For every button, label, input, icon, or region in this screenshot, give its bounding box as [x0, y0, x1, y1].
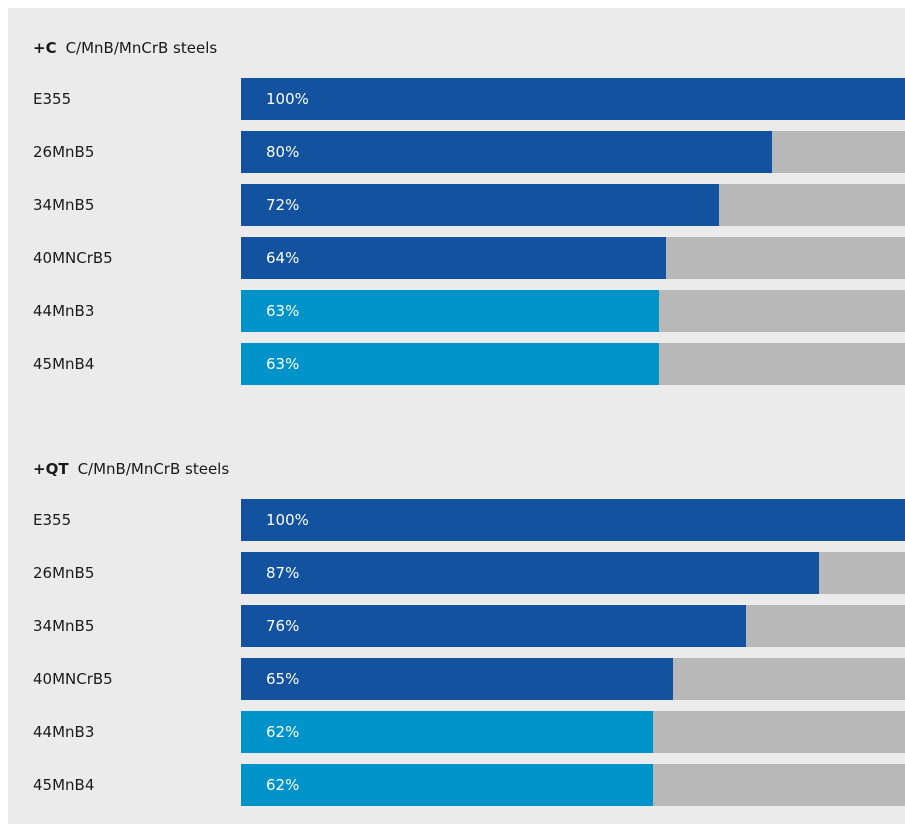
bar-value-label: 100% [266, 90, 309, 108]
category-label: 45MnB4 [33, 355, 95, 373]
bar: 72% [241, 184, 719, 226]
bar-track: 80% [241, 131, 905, 173]
bar: 62% [241, 711, 653, 753]
category-label: 26MnB5 [33, 143, 95, 161]
bar-track: 87% [241, 552, 905, 594]
bar-row: 34MnB5 76% [0, 605, 905, 647]
category-label: 44MnB3 [33, 723, 95, 741]
bar-value-label: 62% [266, 723, 300, 741]
bar: 64% [241, 237, 666, 279]
bar-value-label: 62% [266, 776, 300, 794]
bar-value-label: 100% [266, 511, 309, 529]
bar-track: 63% [241, 343, 905, 385]
bar: 65% [241, 658, 673, 700]
bar-value-label: 63% [266, 355, 300, 373]
category-label: 40MNCrB5 [33, 249, 113, 267]
bar-row: 44MnB3 63% [0, 290, 905, 332]
bar: 63% [241, 343, 659, 385]
bar-row: 45MnB4 63% [0, 343, 905, 385]
bar-value-label: 64% [266, 249, 300, 267]
category-label: 44MnB3 [33, 302, 95, 320]
chart-title-prefix: +C [33, 39, 57, 57]
bar-value-label: 65% [266, 670, 300, 688]
bar-row: 45MnB4 62% [0, 764, 905, 806]
category-label: 34MnB5 [33, 196, 95, 214]
bar-track: 62% [241, 764, 905, 806]
bar-row: 26MnB5 80% [0, 131, 905, 173]
bar-track: 64% [241, 237, 905, 279]
bar-value-label: 63% [266, 302, 300, 320]
bar-value-label: 72% [266, 196, 300, 214]
bar-value-label: 76% [266, 617, 300, 635]
category-label: 26MnB5 [33, 564, 95, 582]
bar: 80% [241, 131, 772, 173]
bar-track: 100% [241, 78, 905, 120]
chart-title-prefix: +QT [33, 460, 69, 478]
bar-row: E355 100% [0, 499, 905, 541]
bar: 62% [241, 764, 653, 806]
chart-title-text: C/MnB/MnCrB steels [77, 460, 230, 478]
bar: 63% [241, 290, 659, 332]
bar-track: 100% [241, 499, 905, 541]
bar-row: 40MNCrB5 64% [0, 237, 905, 279]
chart-title: +C C/MnB/MnCrB steels [33, 38, 217, 58]
bar-row: 44MnB3 62% [0, 711, 905, 753]
bar-row: 40MNCrB5 65% [0, 658, 905, 700]
bar-track: 65% [241, 658, 905, 700]
bar-track: 63% [241, 290, 905, 332]
bar-track: 76% [241, 605, 905, 647]
category-label: E355 [33, 511, 72, 529]
category-label: 40MNCrB5 [33, 670, 113, 688]
bar: 100% [241, 78, 905, 120]
bar-track: 72% [241, 184, 905, 226]
bar-value-label: 80% [266, 143, 300, 161]
bar: 87% [241, 552, 819, 594]
chart-title-text: C/MnB/MnCrB steels [65, 39, 218, 57]
bar: 76% [241, 605, 746, 647]
bar: 100% [241, 499, 905, 541]
bar-value-label: 87% [266, 564, 300, 582]
category-label: 34MnB5 [33, 617, 95, 635]
bar-row: 26MnB5 87% [0, 552, 905, 594]
category-label: E355 [33, 90, 72, 108]
chart-title: +QT C/MnB/MnCrB steels [33, 459, 229, 479]
bar-row: E355 100% [0, 78, 905, 120]
bar-track: 62% [241, 711, 905, 753]
category-label: 45MnB4 [33, 776, 95, 794]
bar-row: 34MnB5 72% [0, 184, 905, 226]
